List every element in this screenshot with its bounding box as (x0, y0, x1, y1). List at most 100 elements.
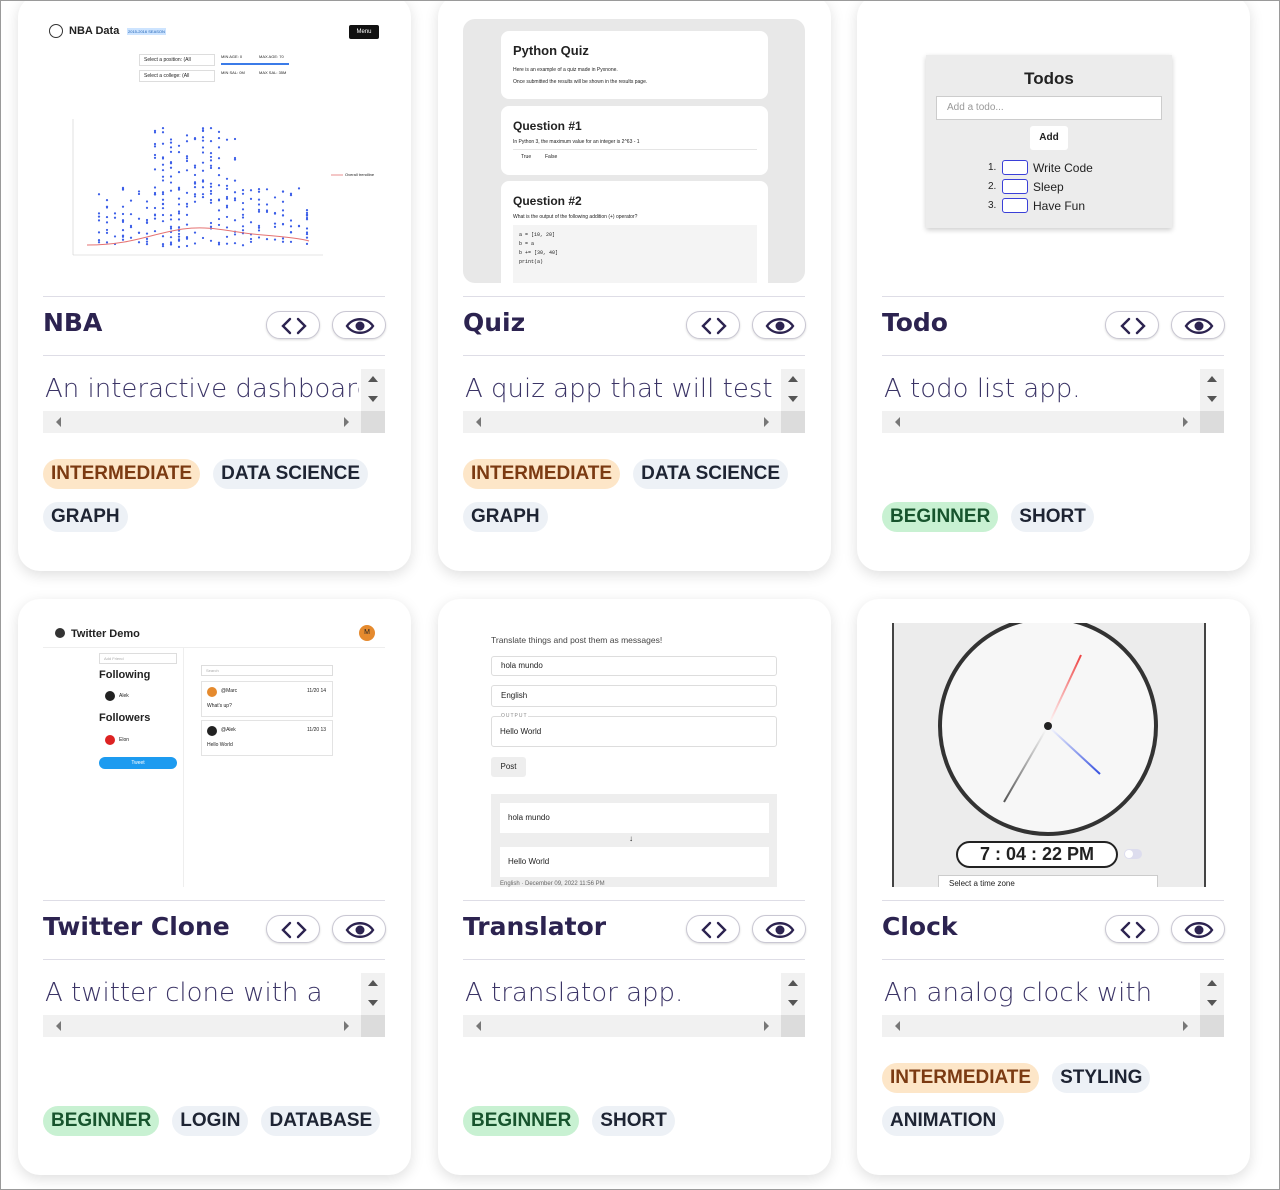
output-box (491, 716, 777, 747)
tag[interactable]: DATABASE (261, 1106, 381, 1136)
horizontal-scrollbar[interactable] (882, 411, 1200, 433)
divider (463, 296, 805, 297)
friend-avatar (105, 735, 115, 745)
divider (882, 296, 1224, 297)
tag[interactable]: BEGINNER (43, 1106, 160, 1136)
horizontal-scrollbar[interactable] (43, 1015, 361, 1037)
friend-name: Alek (119, 693, 129, 699)
decoration (1120, 921, 1146, 939)
tag[interactable]: BEGINNER (882, 502, 999, 532)
tag[interactable]: STYLING (1052, 1063, 1151, 1093)
code-button[interactable] (266, 915, 320, 943)
decoration (1207, 1000, 1217, 1006)
vertical-scrollbar[interactable] (361, 973, 385, 1015)
legend-trendline: Overall trendline (345, 172, 375, 177)
tag[interactable]: DATA SCIENCE (633, 459, 789, 489)
scrollbar-corner (1200, 411, 1224, 433)
tag-list: BEGINNER SHORT (463, 1106, 813, 1136)
tag[interactable]: INTERMEDIATE (463, 459, 621, 489)
horizontal-scrollbar[interactable] (43, 411, 361, 433)
tweet-time: 11/20 13 (307, 727, 327, 733)
vertical-scrollbar[interactable] (781, 973, 805, 1015)
decoration (368, 376, 378, 382)
tag[interactable]: INTERMEDIATE (882, 1063, 1040, 1093)
decoration (1207, 396, 1217, 402)
card-description: A twitter clone with a (45, 978, 323, 1008)
horizontal-scrollbar[interactable] (463, 411, 781, 433)
preview-thumbnail[interactable]: 7 : 04 : 22 PM Select a time zone (882, 623, 1224, 887)
quiz-card (501, 106, 768, 175)
decoration (361, 390, 385, 414)
preview-thumbnail[interactable]: Translate things and post them as messag… (463, 623, 805, 887)
decoration (361, 370, 385, 394)
vertical-scrollbar[interactable] (1200, 369, 1224, 411)
decoration (788, 1000, 798, 1006)
tweet-box (201, 720, 333, 756)
decoration (1207, 980, 1217, 986)
college-select: Select a college: (All (139, 70, 215, 82)
decoration (1120, 317, 1146, 335)
decoration (781, 974, 805, 998)
tag[interactable]: INTERMEDIATE (43, 459, 201, 489)
add-friend-input: Add Friend (99, 653, 177, 664)
preview-thumbnail[interactable]: NBA Data 2015-2016 SEASON Menu Select a pos… (43, 19, 385, 283)
card-title: Clock (882, 912, 958, 941)
option: True (521, 154, 532, 160)
option: False (545, 154, 558, 160)
code-button[interactable] (686, 311, 740, 339)
preview-thumbnail[interactable]: Todos Add a todo... Add 1. Write Code 2. Sleep… (882, 19, 1224, 283)
project-card: Todos Add a todo... Add 1. Write Code 2. Sleep… (857, 1, 1250, 571)
preview-thumbnail[interactable]: Twitter Demo M Add Friend Following Alek Foll… (43, 623, 385, 887)
vertical-scrollbar[interactable] (361, 369, 385, 411)
tweet-box (201, 681, 333, 717)
decoration (1184, 922, 1214, 938)
scrollbar-corner (361, 411, 385, 433)
tag[interactable]: GRAPH (43, 502, 128, 532)
vertical-scrollbar[interactable] (1200, 973, 1224, 1015)
tag[interactable]: SHORT (592, 1106, 675, 1136)
code-button[interactable] (686, 915, 740, 943)
vertical-scrollbar[interactable] (781, 369, 805, 411)
decoration (361, 974, 385, 998)
tag[interactable]: LOGIN (172, 1106, 249, 1136)
decoration (781, 370, 805, 394)
horizontal-scrollbar[interactable] (882, 1015, 1200, 1037)
position-select: Select a position: (All (139, 54, 215, 66)
horizontal-scrollbar[interactable] (463, 1015, 781, 1037)
card-title: Todo (882, 308, 948, 337)
tag[interactable]: ANIMATION (882, 1106, 1005, 1136)
decoration (765, 318, 795, 334)
decoration (895, 417, 1188, 427)
decoration (368, 396, 378, 402)
view-button[interactable] (752, 915, 806, 943)
code-button[interactable] (1105, 915, 1159, 943)
decoration (788, 980, 798, 986)
message-input: hola mundo (500, 803, 769, 833)
age-slider (221, 63, 289, 65)
code-line: a = [10, 20] (519, 232, 556, 238)
decoration (56, 1021, 349, 1031)
tweet-user: @Alek (221, 727, 236, 733)
tag[interactable]: DATA SCIENCE (213, 459, 369, 489)
code-block (513, 225, 757, 283)
divider (43, 296, 385, 297)
tag[interactable]: SHORT (1011, 502, 1094, 532)
view-button[interactable] (752, 311, 806, 339)
tag[interactable]: BEGINNER (463, 1106, 580, 1136)
view-button[interactable] (1171, 915, 1225, 943)
view-button[interactable] (332, 915, 386, 943)
project-card: Twitter Demo M Add Friend Following Alek Foll… (18, 599, 411, 1175)
project-card: Translate things and post them as messag… (438, 599, 831, 1175)
view-button[interactable] (1171, 311, 1225, 339)
description-box: An interactive dashboard (43, 369, 385, 433)
item-checkbox (1002, 198, 1028, 213)
project-card: NBA Data 2015-2016 SEASON Menu Select a pos… (18, 1, 411, 571)
decoration (368, 1000, 378, 1006)
code-button[interactable] (1105, 311, 1159, 339)
preview-thumbnail[interactable]: Python Quiz Here is an example of a quiz … (463, 19, 805, 283)
tag[interactable]: GRAPH (463, 502, 548, 532)
tag-list: BEGINNER SHORT (882, 502, 1232, 532)
divider (43, 900, 385, 901)
code-button[interactable] (266, 311, 320, 339)
view-button[interactable] (332, 311, 386, 339)
